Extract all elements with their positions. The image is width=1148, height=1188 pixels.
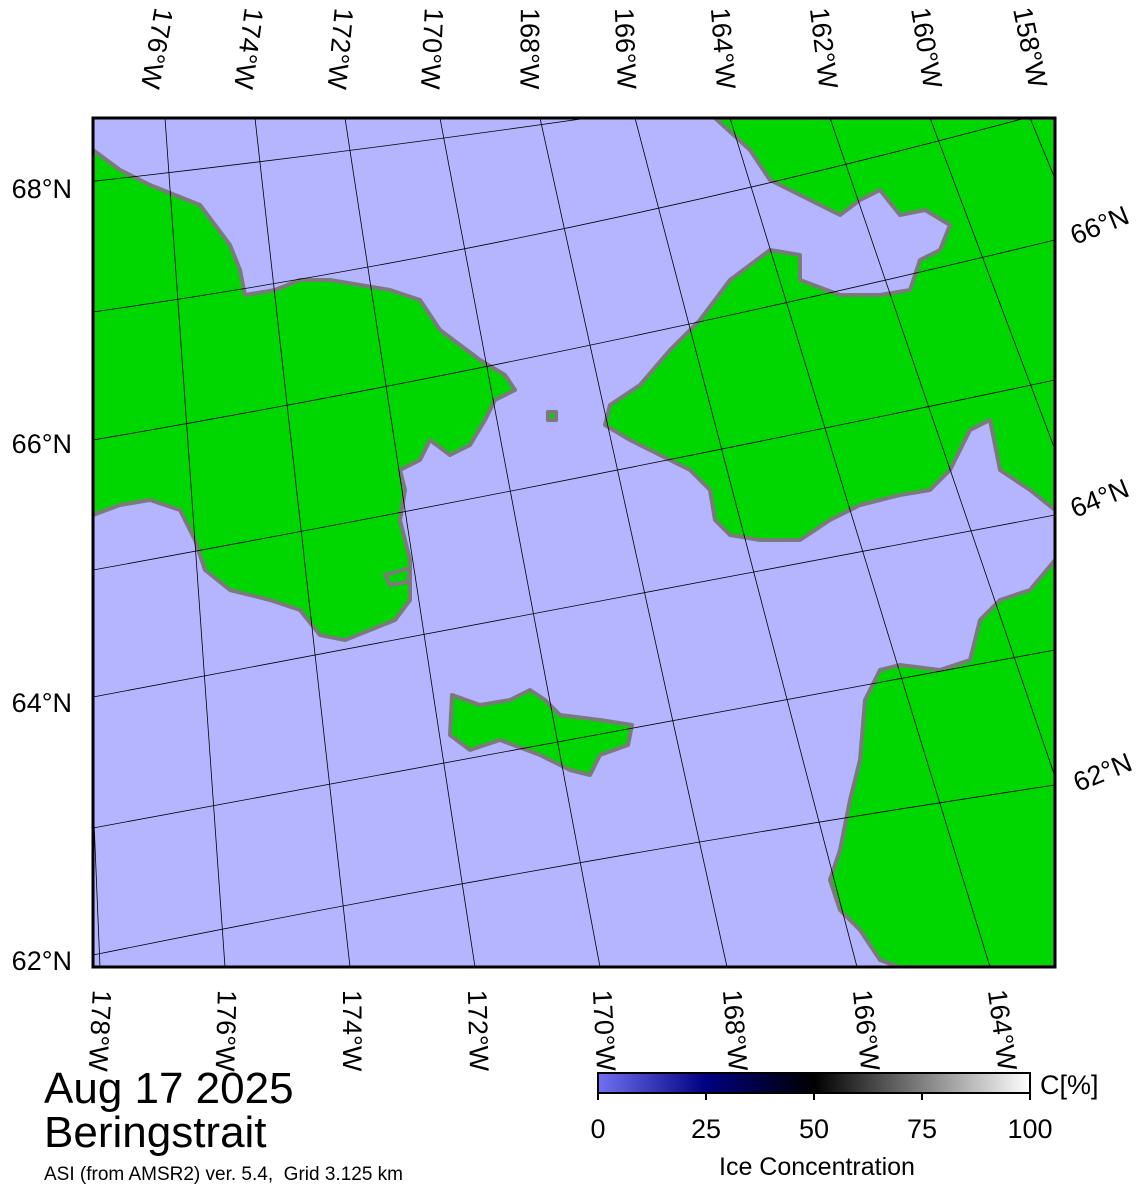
lat-label-left: 62°N bbox=[12, 946, 72, 976]
lon-label-bottom: 178°W bbox=[83, 989, 117, 1072]
lon-label-bottom: 168°W bbox=[717, 989, 753, 1073]
colorbar-title: Ice Concentration bbox=[719, 1153, 915, 1181]
meridian bbox=[439, 118, 601, 967]
lon-label-bottom: 166°W bbox=[847, 988, 885, 1073]
lat-label-left: 68°N bbox=[12, 174, 72, 204]
lon-label-top: 168°W bbox=[514, 8, 545, 90]
meridian bbox=[929, 118, 1055, 451]
colorbar-tick-label: 100 bbox=[1007, 1114, 1052, 1144]
lon-label-top: 174°W bbox=[228, 6, 269, 91]
land-st-lawrence bbox=[448, 688, 634, 777]
meridian bbox=[344, 118, 476, 967]
lon-label-top: 170°W bbox=[415, 7, 449, 90]
colorbar-unit: C[%] bbox=[1040, 1070, 1099, 1100]
map-frame bbox=[91, 116, 1057, 969]
meridian bbox=[634, 118, 858, 967]
meridian bbox=[729, 118, 991, 967]
lat-label-right: 64°N bbox=[1066, 473, 1133, 523]
lon-label-top: 160°W bbox=[905, 5, 948, 91]
land-alaska-south bbox=[828, 558, 1055, 967]
lat-label-right: 62°N bbox=[1069, 747, 1136, 797]
source: ASI (from AMSR2) ver. 5.4, Grid 3.125 km bbox=[44, 1164, 403, 1185]
lon-label-bottom: 174°W bbox=[337, 990, 367, 1072]
meridian bbox=[164, 118, 226, 967]
colorbar-tick-label: 0 bbox=[590, 1114, 605, 1144]
lon-label-bottom: 176°W bbox=[210, 990, 242, 1073]
parallel bbox=[93, 379, 1055, 571]
lon-label-top: 172°W bbox=[322, 7, 359, 91]
map-area bbox=[93, 118, 1055, 967]
region: Beringstrait bbox=[44, 1108, 267, 1157]
meridian bbox=[539, 118, 728, 967]
meridian bbox=[254, 118, 351, 967]
land-diomede bbox=[546, 410, 558, 422]
lon-label-top: 166°W bbox=[609, 7, 642, 90]
colorbar-tick-label: 50 bbox=[799, 1114, 829, 1144]
parallel bbox=[93, 239, 1055, 441]
lat-label-left: 66°N bbox=[12, 429, 72, 459]
parallel bbox=[93, 784, 1055, 956]
lon-label-top: 164°W bbox=[705, 7, 741, 91]
lon-label-top: 176°W bbox=[135, 6, 179, 92]
lat-label-right: 66°N bbox=[1066, 200, 1133, 250]
lon-label-bottom: 170°W bbox=[587, 989, 621, 1072]
lon-label-bottom: 164°W bbox=[982, 988, 1022, 1073]
land-island bbox=[383, 566, 412, 587]
date: Aug 17 2025 bbox=[44, 1064, 294, 1113]
colorbar bbox=[597, 1072, 1031, 1094]
meridian bbox=[829, 118, 1055, 778]
colorbar-tick-label: 75 bbox=[907, 1114, 937, 1144]
lon-label-bottom: 172°W bbox=[462, 990, 494, 1073]
lon-label-top: 158°W bbox=[1007, 5, 1053, 91]
parallel bbox=[93, 118, 1027, 313]
lat-label-left: 64°N bbox=[12, 688, 72, 718]
colorbar-tick-label: 25 bbox=[691, 1114, 721, 1144]
land-chukotka bbox=[93, 148, 517, 642]
parallel bbox=[93, 118, 591, 182]
lon-label-top: 162°W bbox=[804, 6, 843, 91]
